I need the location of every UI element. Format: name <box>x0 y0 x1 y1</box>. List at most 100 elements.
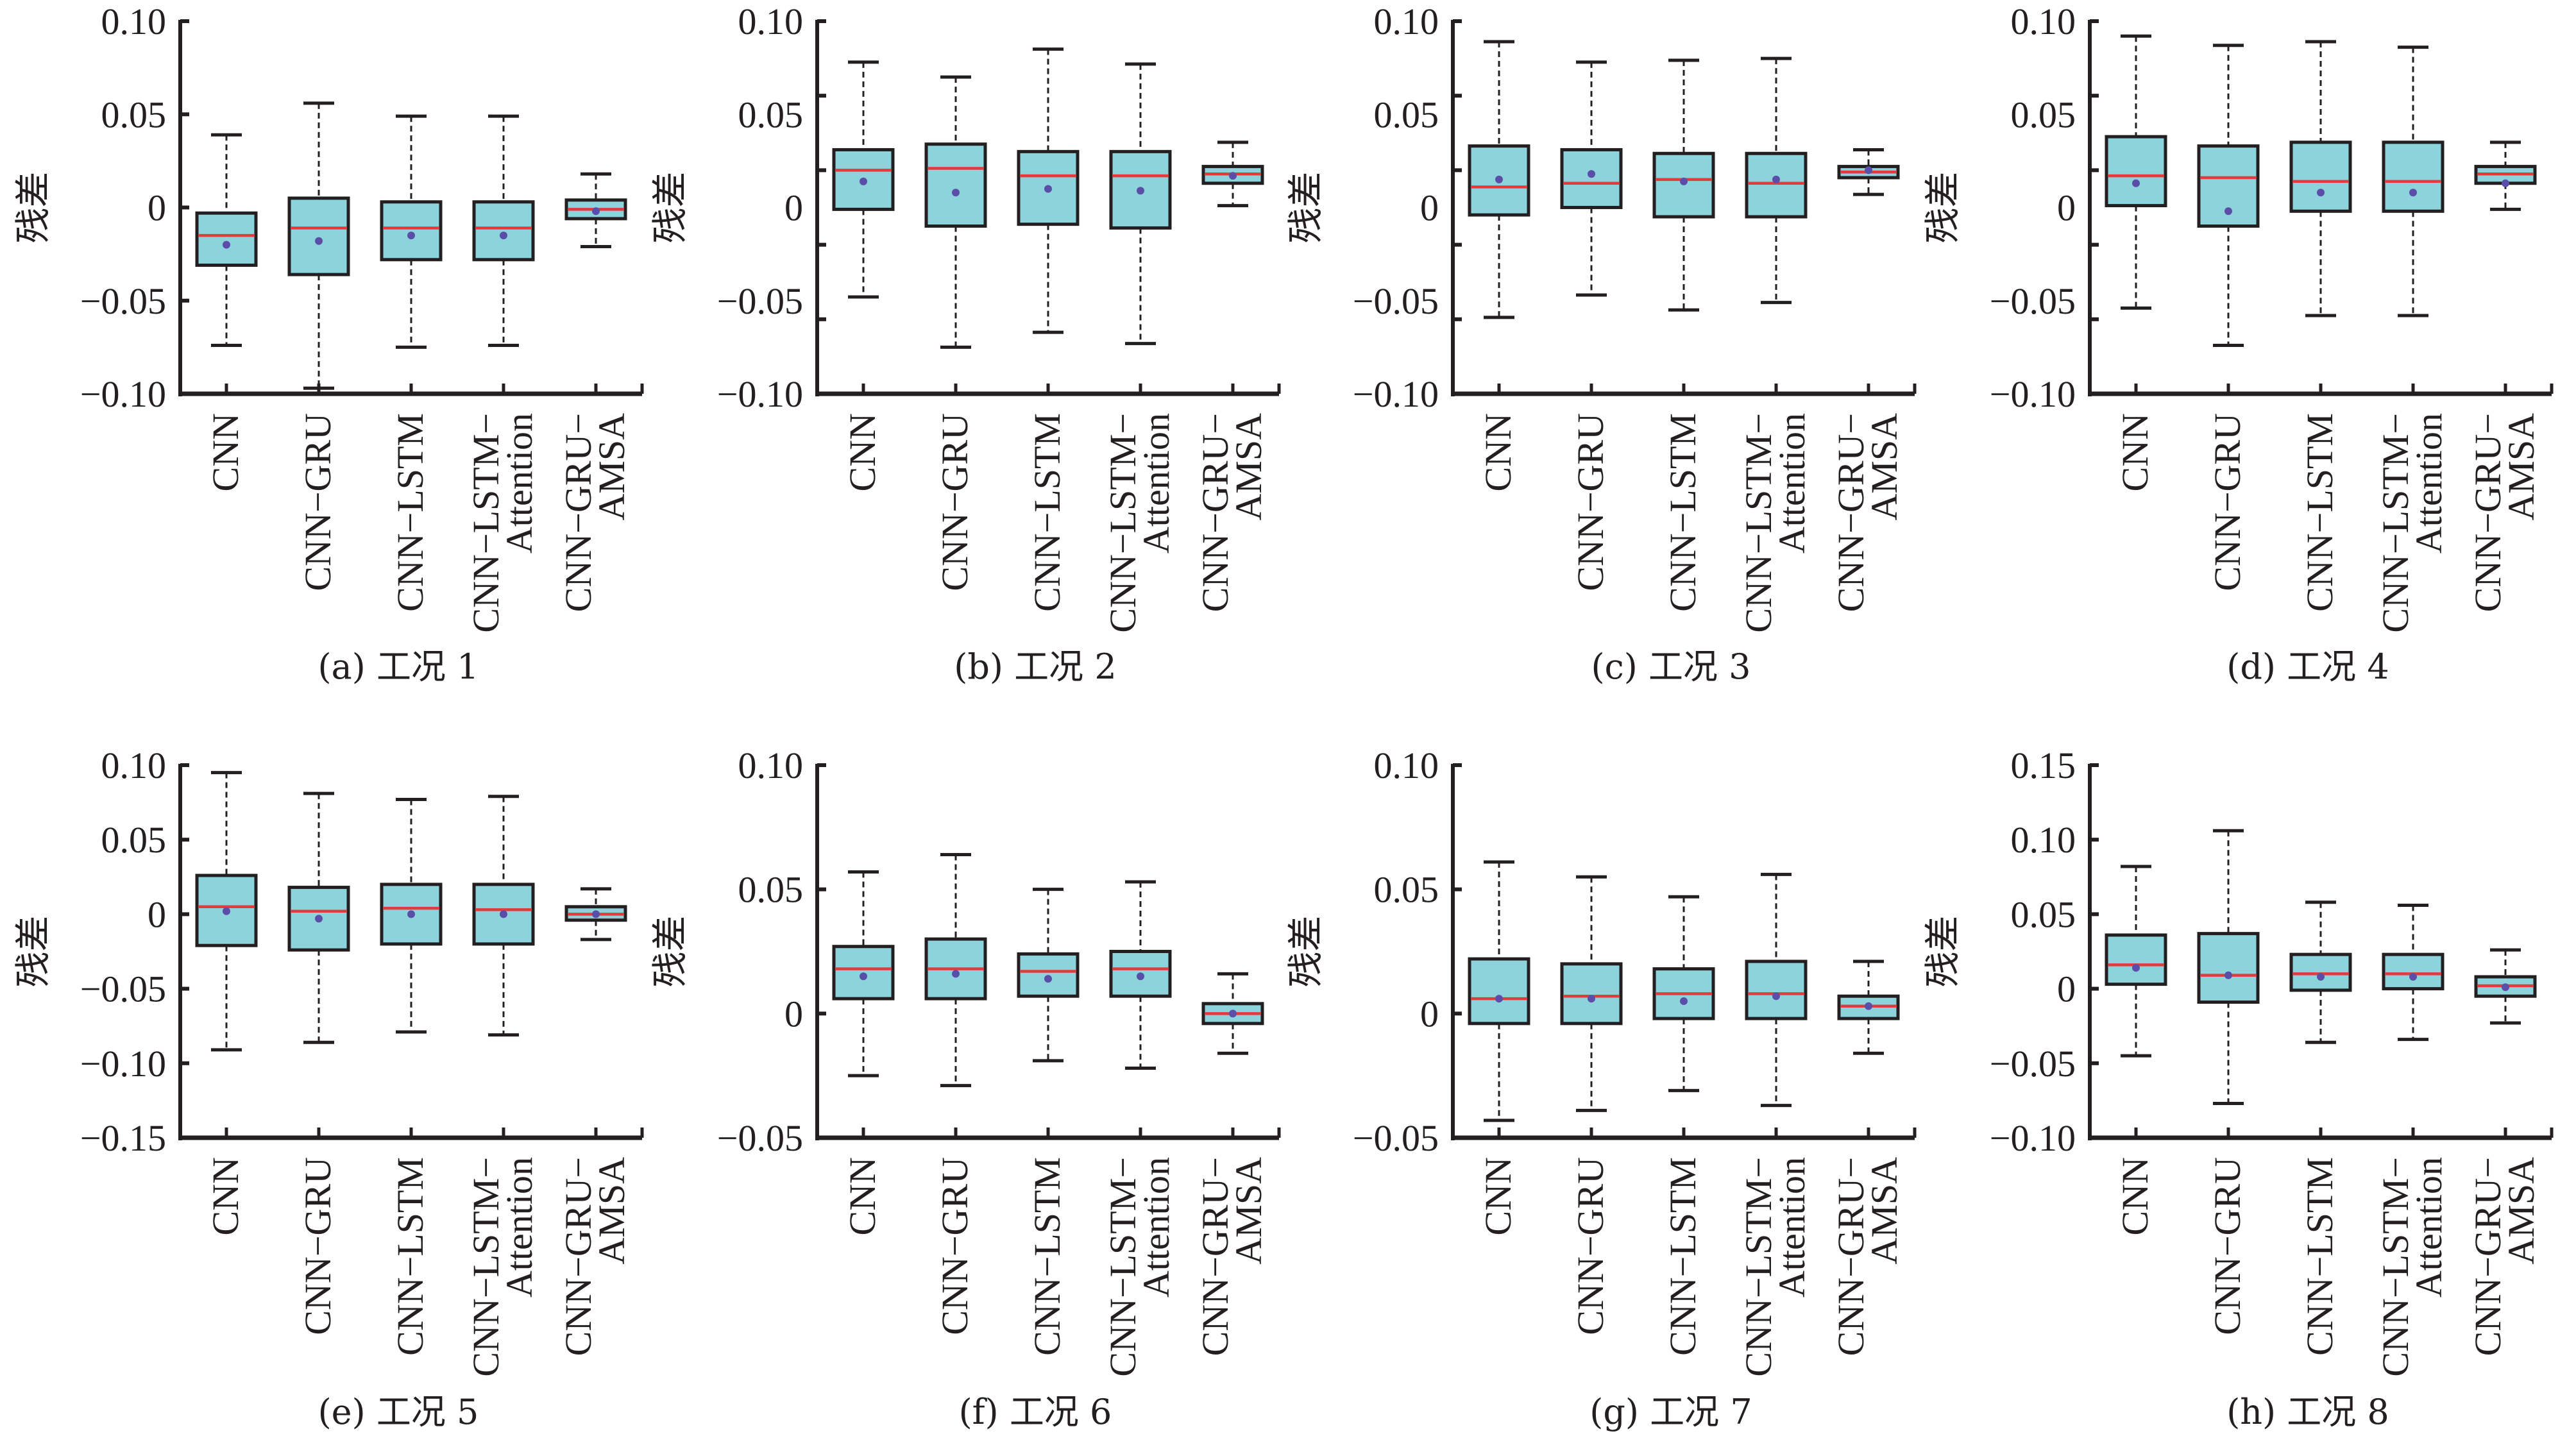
mean-marker <box>1229 1009 1237 1018</box>
mean-marker <box>860 177 867 185</box>
box-5: CNN−GRU−AMSA <box>2467 140 2542 612</box>
box-1: CNN <box>1468 40 1530 491</box>
category-label: AMSA <box>1863 1157 1905 1265</box>
box-4: CNN−LSTM−Attention <box>1102 880 1177 1377</box>
category-label: AMSA <box>591 413 632 521</box>
iqr-box <box>195 211 258 267</box>
box-3: CNN−LSTM <box>1652 58 1715 612</box>
mean-marker <box>592 207 600 215</box>
iqr-box <box>380 200 443 262</box>
mean-marker <box>2502 179 2509 187</box>
box-3: CNN−LSTM <box>2289 40 2352 612</box>
box-5: CNN−GRU−AMSA <box>1194 140 1269 612</box>
iqr-box <box>1468 957 1530 1026</box>
iqr-box <box>924 142 987 228</box>
y-tick-label: 0.05 <box>738 94 804 135</box>
box-2: CNN−GRU <box>924 75 987 591</box>
mean-marker <box>1044 975 1052 983</box>
y-tick-label: −0.05 <box>80 968 166 1010</box>
category-label: CNN−LSTM <box>2299 1157 2341 1356</box>
category-label: Attention <box>498 413 540 553</box>
iqr-box <box>472 200 535 262</box>
box-4: CNN−LSTM−Attention <box>1102 62 1177 633</box>
mean-marker <box>952 189 960 197</box>
y-tick-label: 0.10 <box>101 745 167 786</box>
iqr-box <box>2105 933 2167 986</box>
mean-marker <box>407 232 415 240</box>
mean-marker <box>1588 995 1595 1003</box>
subplot-a: 0.10 0.05 0 −0.05 −0.10 残差 CNN CNN−GRU CNN−LSTM C… <box>13 1 644 687</box>
iqr-box <box>2197 932 2260 1004</box>
mean-marker <box>1680 177 1688 185</box>
mean-marker <box>1044 185 1052 193</box>
iqr-box <box>1560 962 1623 1026</box>
y-tick-label: 0.05 <box>2011 94 2076 135</box>
y-tick-label: 0 <box>2057 187 2076 229</box>
box-2: CNN−GRU <box>2197 44 2260 591</box>
mean-marker <box>2317 189 2325 197</box>
category-label: CNN <box>1477 413 1519 491</box>
category-label: CNN <box>2114 413 2156 491</box>
y-tick-label: −0.10 <box>1990 373 2076 415</box>
y-tick-label: −0.10 <box>80 1043 166 1085</box>
category-label: CNN−GRU− <box>1830 1157 1872 1356</box>
category-label: CNN−GRU− <box>557 413 599 612</box>
mean-marker <box>592 910 600 918</box>
box-1: CNN <box>2105 34 2167 491</box>
category-label: CNN−LSTM <box>2299 413 2341 612</box>
y-tick-label: −0.05 <box>1353 280 1439 322</box>
category-label: CNN−GRU− <box>557 1157 599 1356</box>
category-label: CNN−GRU <box>297 1157 339 1335</box>
category-label: CNN <box>1477 1157 1519 1235</box>
category-label: CNN−LSTM <box>1026 413 1068 612</box>
mean-marker <box>1588 170 1595 178</box>
category-label: CNN−GRU− <box>1830 413 1872 612</box>
box-5: CNN−GRU−AMSA <box>1194 972 1269 1356</box>
category-label: CNN <box>842 1157 883 1235</box>
category-label: CNN−LSTM <box>389 1157 431 1356</box>
iqr-box <box>1745 151 1808 219</box>
y-tick-label: 0.05 <box>101 819 167 861</box>
category-label: Attention <box>2408 1157 2450 1297</box>
category-label: Attention <box>2408 413 2450 553</box>
y-tick-label: −0.05 <box>1990 1043 2076 1085</box>
y-tick-label: 0.15 <box>2011 745 2076 786</box>
category-label: CNN−GRU <box>934 1157 976 1335</box>
mean-marker <box>223 241 230 249</box>
category-label: AMSA <box>2500 1157 2542 1265</box>
subplot-caption: (f) 工况 6 <box>959 1392 1112 1432</box>
category-label: Attention <box>498 1157 540 1297</box>
y-axis-label: 残差 <box>1285 916 1327 988</box>
y-tick-label: 0.05 <box>2011 893 2076 935</box>
iqr-box <box>2382 952 2445 991</box>
box-4: CNN−LSTM−Attention <box>465 114 540 633</box>
y-tick-label: 0 <box>784 993 803 1035</box>
box-5: CNN−GRU−AMSA <box>2467 948 2542 1356</box>
box-3: CNN−LSTM <box>380 114 443 612</box>
mean-marker <box>1495 995 1503 1003</box>
y-tick-label: −0.15 <box>80 1117 166 1159</box>
iqr-box <box>1560 148 1623 210</box>
box-2: CNN−GRU <box>287 101 350 591</box>
y-tick-label: 0.10 <box>2011 819 2076 861</box>
y-tick-label: 0.10 <box>2011 1 2076 42</box>
y-tick-label: −0.05 <box>1353 1117 1439 1159</box>
category-label: CNN−LSTM− <box>2375 413 2416 633</box>
subplot-f: 0.10 0.05 0 −0.05 残差 CNN CNN−GRU CNN−LSTM CNN−LS… <box>650 745 1281 1432</box>
subplot-caption: (c) 工况 3 <box>1591 646 1750 687</box>
category-label: CNN−LSTM <box>1662 1157 1704 1356</box>
subplot-e: 0.10 0.05 0 −0.05 −0.10 −0.15 残差 CNN CNN−GRU CNN−… <box>13 745 644 1432</box>
subplot-d: 0.10 0.05 0 −0.05 −0.10 残差 CNN CNN−GRU CNN−LSTM C… <box>1922 1 2554 687</box>
category-label: CNN <box>842 413 883 491</box>
y-tick-label: 0.05 <box>101 94 167 135</box>
category-label: AMSA <box>591 1157 632 1265</box>
category-label: CNN−GRU− <box>2467 413 2509 612</box>
mean-marker <box>500 910 507 918</box>
box-3: CNN−LSTM <box>380 797 443 1356</box>
category-label: CNN−LSTM− <box>1738 413 1779 633</box>
mean-marker <box>2224 971 2232 979</box>
category-label: AMSA <box>2500 413 2542 521</box>
y-axis-label: 残差 <box>650 916 691 988</box>
category-label: CNN−GRU− <box>2467 1157 2509 1356</box>
box-1: CNN <box>832 870 895 1235</box>
